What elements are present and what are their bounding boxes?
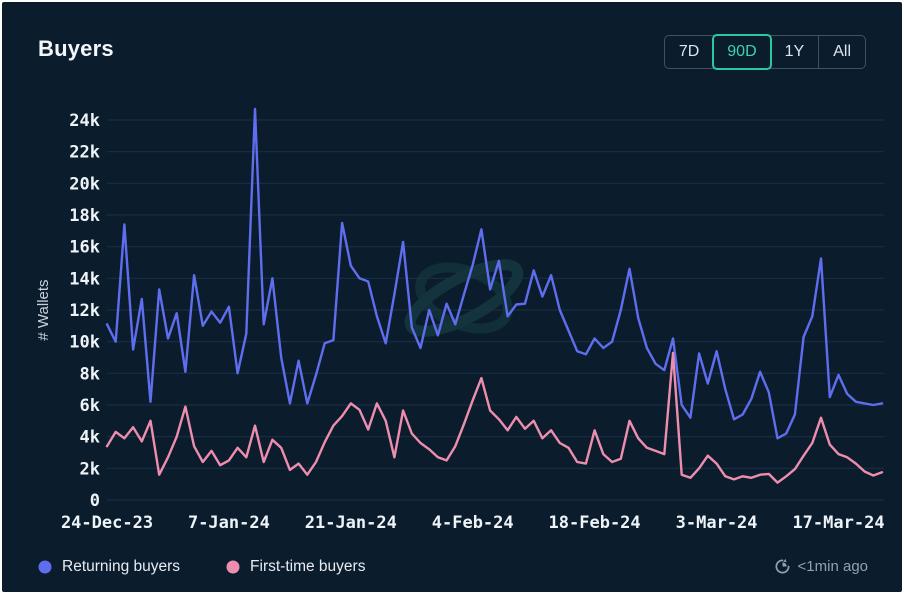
- range-button-7d[interactable]: 7D: [665, 36, 713, 68]
- page-title: Buyers: [38, 36, 114, 61]
- y-tick-label: 22k: [69, 143, 100, 163]
- y-tick-label: 12k: [69, 301, 100, 321]
- y-axis-title: # Wallets: [35, 279, 52, 340]
- y-tick-label: 16k: [69, 238, 100, 258]
- y-tick-label: 4k: [80, 428, 100, 448]
- last-updated-status: <1min ago: [774, 558, 868, 575]
- range-button-1y[interactable]: 1Y: [771, 36, 819, 68]
- range-button-all[interactable]: All: [818, 36, 865, 68]
- time-range-selector: 7D 90D 1Y All: [663, 34, 866, 70]
- y-tick-label: 14k: [69, 269, 100, 289]
- x-tick-label: 3-Mar-24: [676, 513, 758, 533]
- x-tick-label: 24-Dec-23: [61, 513, 153, 533]
- y-axis-tick-labels: 0 2k 4k 6k 8k 10k 12k 14k 16k 18k 20k 22k 24k: [69, 111, 100, 511]
- series-lines: [105, 107, 884, 484]
- chart-legend: Returning buyers First-time buyers: [38, 558, 365, 576]
- last-updated-text: <1min ago: [797, 558, 868, 575]
- legend-item-first-time-buyers[interactable]: First-time buyers: [226, 558, 365, 576]
- series-line-first-time-buyers: [105, 351, 884, 484]
- x-tick-label: 21-Jan-24: [305, 513, 397, 533]
- y-tick-label: 20k: [69, 174, 100, 194]
- y-tick-label: 6k: [80, 396, 100, 416]
- legend-item-returning-buyers[interactable]: Returning buyers: [38, 558, 180, 576]
- y-tick-label: 0: [90, 491, 100, 511]
- gridlines: [107, 119, 884, 501]
- x-tick-label: 4-Feb-24: [432, 513, 514, 533]
- y-tick-label: 8k: [80, 364, 100, 384]
- x-tick-label: 17-Mar-24: [792, 513, 884, 533]
- buyers-card: Buyers 7D 90D 1Y All 0 2k 4k 6k 8k 10k 12k 14k 1…: [2, 2, 902, 592]
- y-tick-label: 2k: [80, 459, 100, 479]
- refresh-clock-icon[interactable]: [774, 558, 791, 575]
- legend-label: First-time buyers: [250, 558, 366, 575]
- returning-buyers-dot-icon: [38, 560, 52, 574]
- series-line-returning-buyers: [105, 107, 884, 440]
- legend-label: Returning buyers: [62, 558, 181, 575]
- y-tick-label: 18k: [69, 206, 100, 226]
- range-button-90d[interactable]: 90D: [712, 34, 772, 70]
- x-tick-label: 7-Jan-24: [188, 513, 270, 533]
- y-tick-label: 10k: [69, 333, 100, 353]
- x-tick-label: 18-Feb-24: [549, 513, 641, 533]
- chart-area[interactable]: 0 2k 4k 6k 8k 10k 12k 14k 16k 18k 20k 22k 24k 24-Dec…: [2, 2, 902, 592]
- first-time-buyers-dot-icon: [226, 560, 240, 574]
- y-tick-label: 24k: [69, 111, 100, 131]
- x-axis-tick-labels: 24-Dec-23 7-Jan-24 21-Jan-24 4-Feb-24 18-Feb…: [61, 513, 885, 533]
